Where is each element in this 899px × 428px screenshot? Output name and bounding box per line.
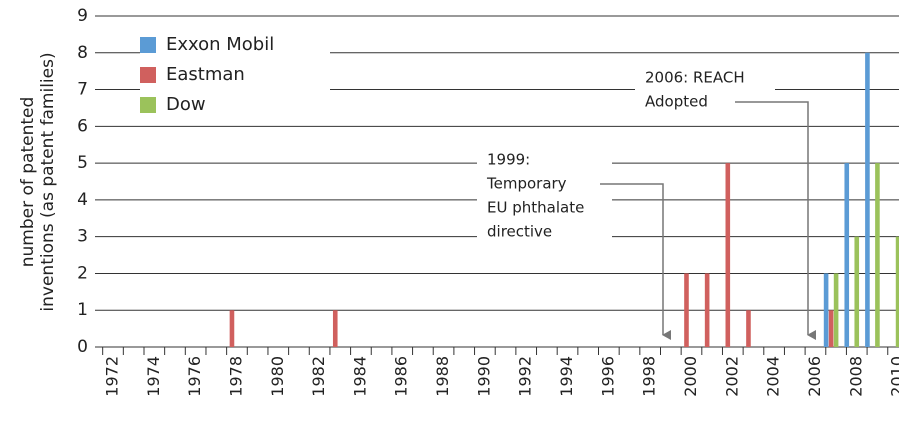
annotation-text: Temporary xyxy=(486,175,567,193)
y-axis-label: inventions (as patent families) xyxy=(38,52,58,311)
bar xyxy=(823,273,829,347)
y-axis-label: number of patented xyxy=(18,97,38,268)
bar xyxy=(844,163,850,347)
x-tick-label: 1984 xyxy=(350,356,369,397)
bar xyxy=(704,273,710,347)
legend-swatch xyxy=(140,67,156,83)
bar xyxy=(684,273,689,347)
x-tick-label: 2010 xyxy=(888,356,899,397)
legend-label: Exxon Mobil xyxy=(166,34,274,55)
bar xyxy=(828,310,834,347)
x-tick-label: 1992 xyxy=(516,356,535,397)
y-tick-label: 5 xyxy=(77,153,88,173)
x-tick-label: 1980 xyxy=(268,356,287,397)
bar xyxy=(875,163,880,347)
x-tick-label: 2000 xyxy=(681,356,700,397)
legend-swatch xyxy=(140,97,156,113)
x-tick-label: 1996 xyxy=(598,356,617,397)
x-tick-label: 2006 xyxy=(805,356,824,397)
legend-label: Dow xyxy=(166,94,206,115)
bar xyxy=(725,163,731,347)
annotation-text: directive xyxy=(487,223,552,241)
y-tick-label: 4 xyxy=(77,190,88,210)
x-tick-label: 2002 xyxy=(722,356,741,397)
x-tick-label: 1978 xyxy=(226,356,245,397)
bar xyxy=(865,52,870,348)
y-tick-label: 1 xyxy=(77,300,88,320)
x-tick-label: 1976 xyxy=(185,356,204,397)
y-tick-label: 9 xyxy=(77,6,88,26)
legend-bg xyxy=(140,28,330,120)
annotation-text: 2006: REACH xyxy=(645,69,745,87)
annotation-arrow xyxy=(735,101,816,340)
annotation-text: Adopted xyxy=(645,93,708,111)
bar xyxy=(854,236,860,347)
bar xyxy=(833,273,839,347)
y-tick-label: 2 xyxy=(77,263,88,283)
x-tick-label: 1988 xyxy=(433,356,452,397)
y-tick-label: 3 xyxy=(77,227,88,247)
legend-swatch xyxy=(140,37,156,53)
y-tick-label: 8 xyxy=(77,43,88,63)
legend-label: Eastman xyxy=(166,64,245,85)
annotation-bg xyxy=(635,64,775,118)
x-tick-label: 1990 xyxy=(474,356,493,397)
x-tick-label: 1998 xyxy=(640,356,659,397)
annotation-text: 1999: xyxy=(487,151,530,169)
x-tick-label: 1974 xyxy=(144,356,163,397)
bar xyxy=(746,310,751,347)
x-tick-label: 1986 xyxy=(392,356,411,397)
annotation-arrow xyxy=(600,183,671,340)
x-tick-label: 2008 xyxy=(846,356,865,397)
annotation-bg xyxy=(477,146,612,248)
bar xyxy=(332,310,338,347)
bar xyxy=(895,236,899,347)
x-tick-label: 1994 xyxy=(557,356,576,397)
annotation-text: EU phthalate xyxy=(487,199,584,217)
bar xyxy=(229,310,235,347)
y-tick-label: 0 xyxy=(77,337,88,357)
x-tick-label: 2004 xyxy=(764,356,783,397)
y-tick-label: 6 xyxy=(77,116,88,136)
x-tick-label: 1982 xyxy=(309,356,328,397)
y-tick-label: 7 xyxy=(77,80,88,100)
x-tick-label: 1972 xyxy=(103,356,122,397)
